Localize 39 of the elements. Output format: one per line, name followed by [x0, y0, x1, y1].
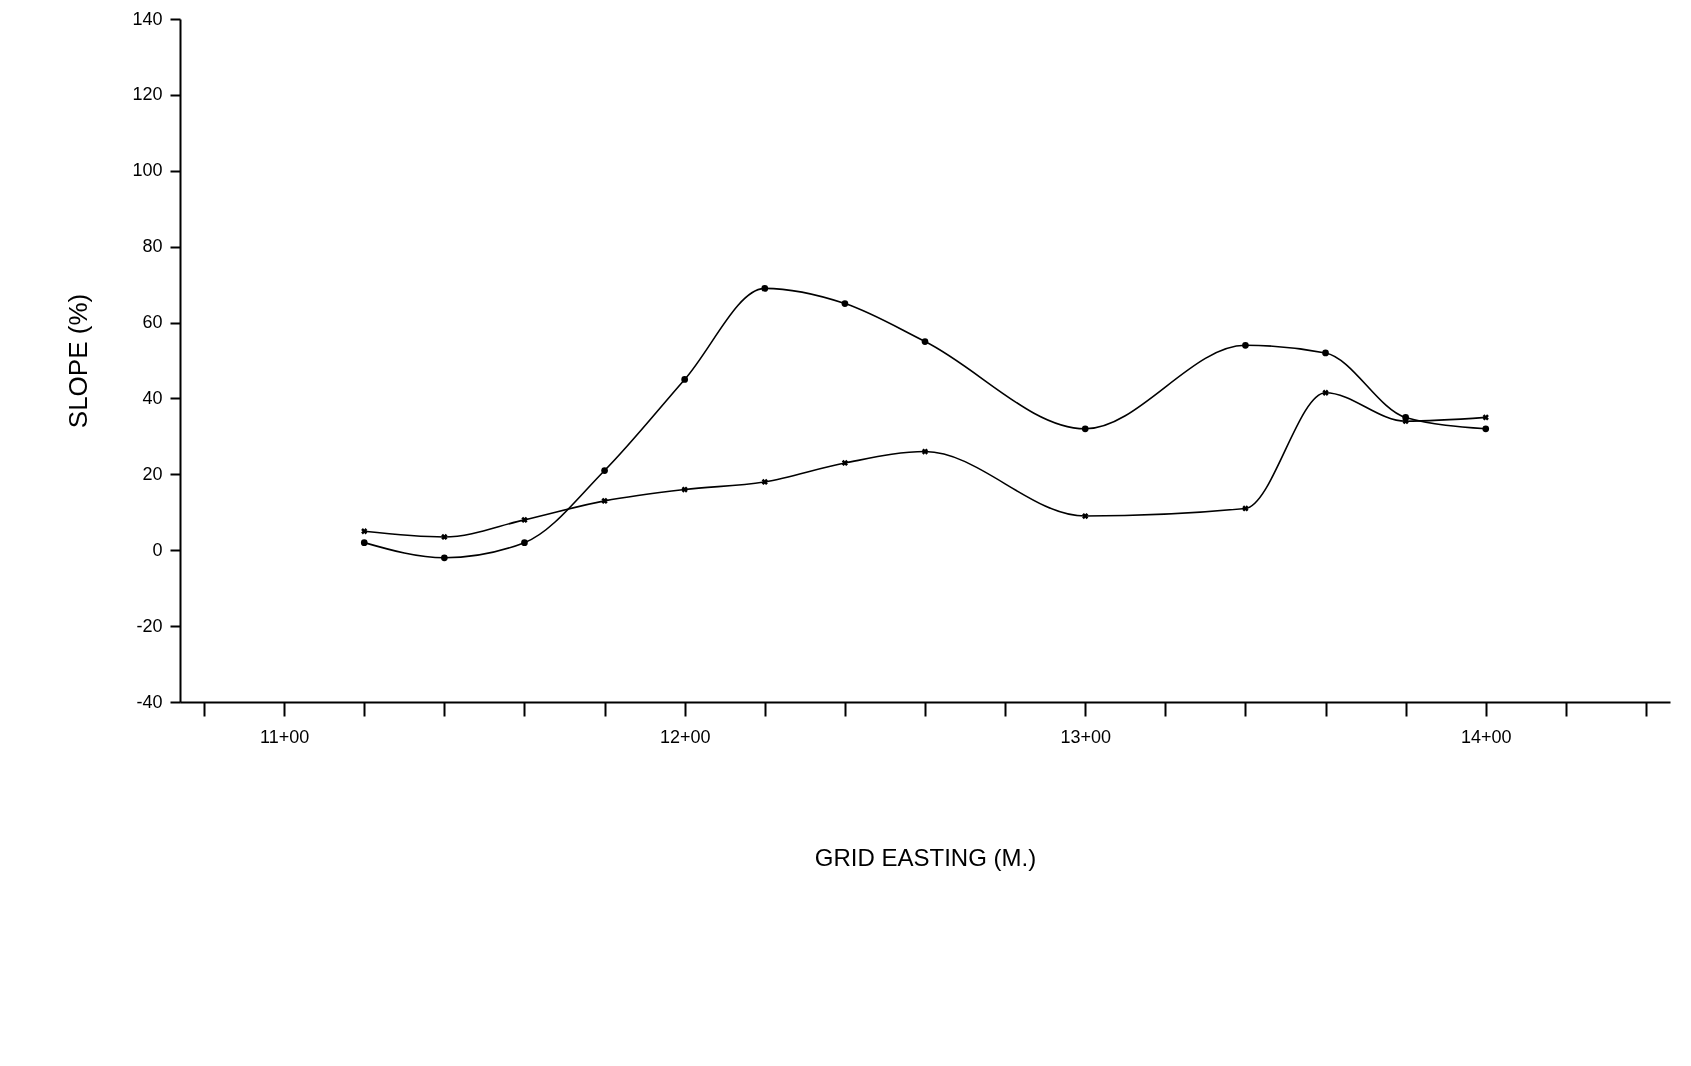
y-tick-label: 60 — [142, 312, 163, 333]
y-tick-label: 100 — [132, 160, 163, 181]
point — [681, 376, 689, 383]
point — [1482, 425, 1490, 433]
point — [1322, 389, 1329, 396]
y-axis-title: SLOPE (%) — [63, 293, 94, 429]
x-tick-label: 13+00 — [1060, 726, 1111, 747]
point — [601, 497, 608, 505]
point — [601, 467, 608, 474]
point — [1482, 414, 1489, 421]
y-tick-label: -40 — [136, 691, 163, 712]
x-tick-label: 12+00 — [659, 726, 711, 747]
point — [761, 285, 769, 292]
x-tick-label: 11+00 — [260, 726, 310, 747]
y-tick-label: 0 — [152, 539, 163, 560]
x-axis-title: GRID EASTING (M.) — [814, 843, 1037, 871]
point — [441, 554, 448, 562]
y-tick-label: 140 — [132, 8, 163, 29]
y-tick-label: -20 — [136, 615, 163, 636]
point — [361, 528, 368, 535]
y-tick-label: 40 — [142, 387, 163, 408]
x-tick-label: 14+00 — [1460, 726, 1512, 747]
point — [921, 338, 929, 345]
y-tick-label: 20 — [142, 463, 163, 484]
point — [1081, 425, 1089, 433]
point — [1402, 418, 1409, 425]
point — [521, 539, 528, 546]
y-tick-label: 80 — [142, 236, 163, 257]
point — [1242, 341, 1249, 349]
point — [360, 539, 368, 546]
point — [1082, 512, 1089, 520]
y-tick-label: 120 — [132, 84, 163, 105]
point — [521, 516, 528, 523]
point — [921, 448, 929, 455]
point — [841, 459, 849, 467]
point — [441, 533, 448, 541]
point — [841, 300, 849, 307]
point — [761, 478, 768, 486]
point — [1322, 349, 1329, 357]
